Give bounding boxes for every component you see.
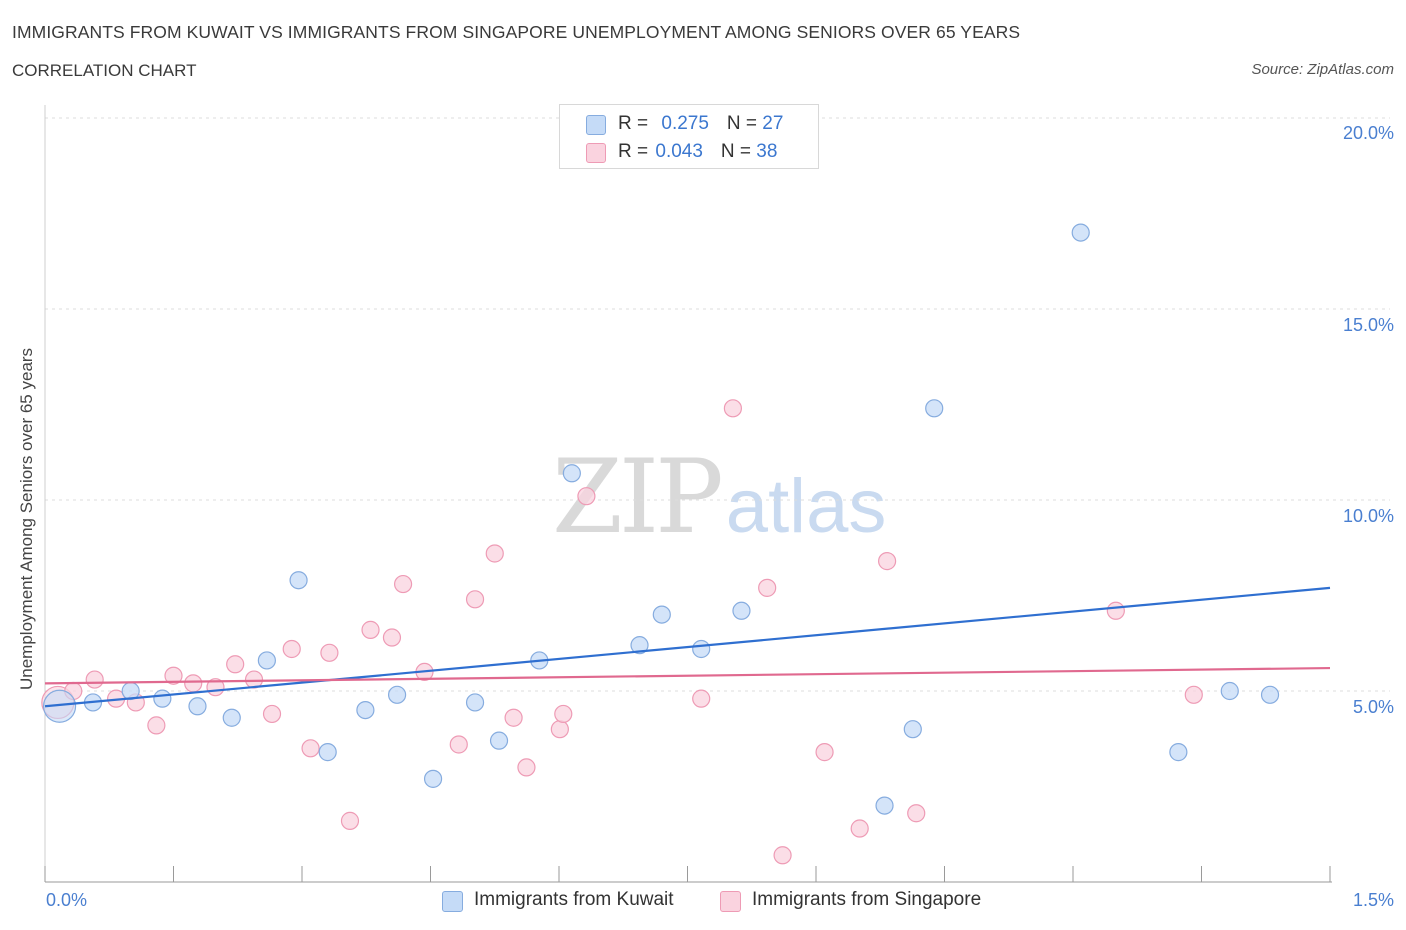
singapore-point <box>517 758 536 777</box>
kuwait-legend-label: Immigrants from Kuwait <box>474 889 674 910</box>
y-tick-label-15: 15.0% <box>1342 315 1394 335</box>
singapore-point <box>850 819 869 838</box>
kuwait-point <box>875 796 894 815</box>
kuwait-point <box>289 571 308 590</box>
kuwait-point <box>1169 743 1188 762</box>
y-tick-label-20: 20.0% <box>1342 123 1394 143</box>
kuwait-point <box>153 689 172 708</box>
kuwait-point <box>562 464 581 483</box>
kuwait-point <box>489 731 509 750</box>
gridlines <box>45 117 1390 692</box>
chart-subtitle: CORRELATION CHART <box>12 61 197 80</box>
watermark-atlas: atlas <box>725 464 887 549</box>
kuwait-legend-swatch <box>442 891 463 912</box>
singapore-point <box>301 739 320 758</box>
singapore-point <box>550 720 569 739</box>
kuwait-point <box>692 639 711 659</box>
singapore-point <box>320 643 339 662</box>
singapore-point <box>85 670 104 689</box>
kuwait-point <box>356 700 375 720</box>
kuwait-trend-line <box>44 586 1331 708</box>
legend-n-value-kuwait: 27 <box>762 113 784 134</box>
legend-n-value-singapore: 38 <box>756 141 778 162</box>
x-tick-label-min: 0.0% <box>46 890 88 910</box>
singapore-point <box>758 578 777 597</box>
singapore-swatch <box>586 143 606 163</box>
kuwait-point <box>1071 223 1090 242</box>
singapore-point <box>1106 601 1125 620</box>
singapore-point <box>692 689 711 708</box>
kuwait-point <box>387 685 407 704</box>
singapore-point <box>504 708 523 727</box>
kuwait-point <box>257 651 276 670</box>
singapore-point <box>164 666 183 685</box>
singapore-point <box>282 639 301 659</box>
singapore-point <box>393 574 413 594</box>
trend-lines <box>44 586 1331 708</box>
singapore-point <box>147 716 166 735</box>
singapore-point <box>577 487 596 506</box>
y-tick-label-5: 5.0% <box>1352 697 1394 717</box>
singapore-point <box>554 704 573 724</box>
x-tick-label-max: 1.5% <box>1353 890 1395 910</box>
singapore-point <box>184 674 203 693</box>
kuwait-point <box>423 769 443 788</box>
legend-r-value-kuwait: 0.275 <box>661 113 709 134</box>
singapore-legend-label: Immigrants from Singapore <box>752 889 982 910</box>
legend-r-value-singapore: 0.043 <box>655 141 703 162</box>
singapore-point <box>723 399 743 418</box>
legend-r-label: R = <box>618 113 654 134</box>
chart-title: IMMIGRANTS FROM KUWAIT VS IMMIGRANTS FRO… <box>12 22 1021 42</box>
legend-n-label: N = <box>720 141 757 162</box>
singapore-point <box>226 655 245 674</box>
singapore-point <box>878 552 897 571</box>
singapore-point <box>449 735 468 754</box>
singapore-point <box>361 620 380 639</box>
singapore-point <box>262 704 282 724</box>
singapore-point <box>815 743 834 762</box>
singapore-point <box>1184 685 1203 704</box>
kuwait-point <box>732 601 751 620</box>
singapore-legend-swatch <box>720 891 741 912</box>
y-tick-label-10: 10.0% <box>1342 506 1394 526</box>
singapore-points <box>41 399 1203 865</box>
axes <box>44 105 1332 883</box>
stats-legend: R = 0.275 N = 27 R = 0.043 N = 38 <box>559 104 819 169</box>
kuwait-points <box>42 223 1280 815</box>
kuwait-point <box>188 697 207 716</box>
singapore-point <box>485 544 504 563</box>
singapore-point <box>465 590 485 609</box>
legend-r-label: R = <box>618 141 654 162</box>
kuwait-point <box>630 636 649 655</box>
kuwait-point <box>925 399 944 418</box>
kuwait-point <box>222 708 241 727</box>
kuwait-point <box>465 693 485 712</box>
kuwait-point <box>652 605 671 624</box>
singapore-trend-line <box>44 666 1331 685</box>
singapore-point <box>382 628 402 647</box>
singapore-point <box>773 846 792 865</box>
singapore-point <box>907 804 926 823</box>
source-credit: Source: ZipAtlas.com <box>1251 61 1394 78</box>
kuwait-point <box>318 743 337 762</box>
kuwait-swatch <box>586 115 606 135</box>
kuwait-point <box>903 720 922 739</box>
singapore-point <box>340 811 360 830</box>
legend-n-label: N = <box>726 113 763 134</box>
kuwait-point <box>1220 681 1239 701</box>
kuwait-point <box>1260 685 1280 704</box>
kuwait-point <box>42 689 77 723</box>
y-axis-title: Unemployment Among Seniors over 65 years <box>17 347 36 690</box>
